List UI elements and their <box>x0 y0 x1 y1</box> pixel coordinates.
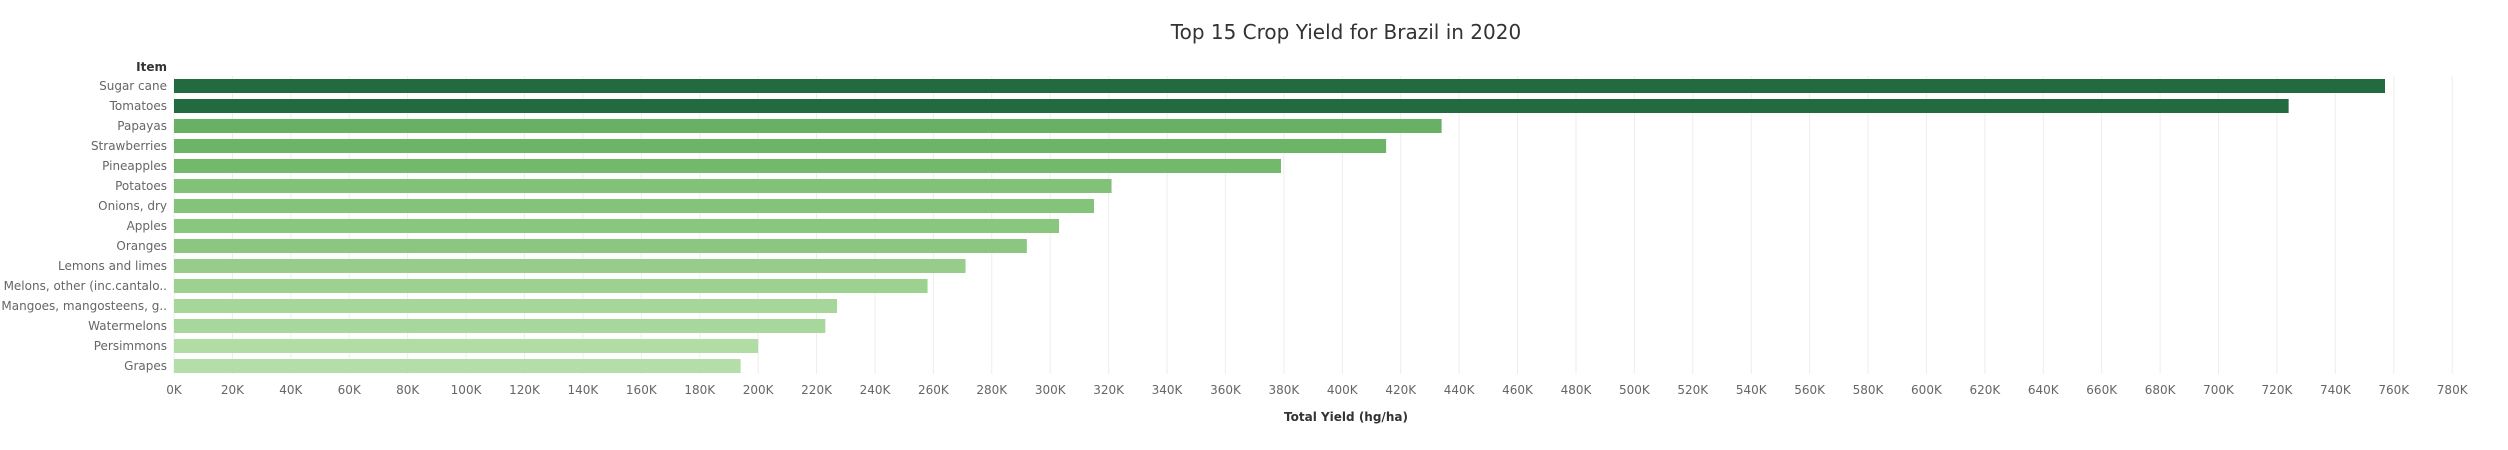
x-tick-label: 60K <box>338 383 362 397</box>
x-tick-label: 240K <box>860 383 892 397</box>
bars <box>174 79 2386 373</box>
category-label: Potatoes <box>115 179 167 193</box>
bar[interactable] <box>174 359 741 373</box>
x-tick-label: 660K <box>2086 383 2118 397</box>
x-tick-label: 760K <box>2378 383 2410 397</box>
x-tick-label: 620K <box>1969 383 2001 397</box>
x-tick-label: 180K <box>684 383 716 397</box>
bar[interactable] <box>174 339 759 353</box>
x-tick-label: 780K <box>2437 383 2469 397</box>
x-tick-label: 280K <box>976 383 1008 397</box>
category-label: Tomatoes <box>109 99 167 113</box>
bar[interactable] <box>174 99 2289 113</box>
x-tick-label: 600K <box>1911 383 1943 397</box>
x-tick-label: 220K <box>801 383 833 397</box>
bar[interactable] <box>174 279 928 293</box>
x-axis-ticks: 0K 20K 40K 60K 80K 100K 120K 140K 160K 180K 200K 22… <box>166 383 2468 397</box>
x-tick-label: 200K <box>743 383 775 397</box>
x-tick-label: 160K <box>626 383 658 397</box>
bar[interactable] <box>174 239 1027 253</box>
y-axis-header: Item <box>136 60 167 74</box>
x-tick-label: 300K <box>1035 383 1067 397</box>
x-tick-label: 460K <box>1502 383 1534 397</box>
x-tick-label: 80K <box>396 383 420 397</box>
x-tick-label: 640K <box>2028 383 2060 397</box>
bar[interactable] <box>174 159 1281 173</box>
category-label: Apples <box>127 219 167 233</box>
bar[interactable] <box>174 119 1442 133</box>
category-label: Pineapples <box>102 159 167 173</box>
category-label: Papayas <box>117 119 167 133</box>
x-tick-label: 700K <box>2203 383 2235 397</box>
bar[interactable] <box>174 139 1387 153</box>
category-label: Grapes <box>124 359 167 373</box>
x-tick-label: 420K <box>1385 383 1417 397</box>
category-label: Watermelons <box>88 319 167 333</box>
x-tick-label: 0K <box>166 383 183 397</box>
x-tick-label: 680K <box>2145 383 2177 397</box>
x-tick-label: 400K <box>1327 383 1359 397</box>
x-tick-label: 260K <box>918 383 950 397</box>
category-labels: Sugar cane Tomatoes Papayas Strawberries Pin… <box>1 79 167 373</box>
x-tick-label: 560K <box>1794 383 1826 397</box>
x-tick-label: 540K <box>1736 383 1768 397</box>
x-tick-label: 140K <box>568 383 600 397</box>
x-tick-label: 520K <box>1677 383 1709 397</box>
category-label: Sugar cane <box>99 79 167 93</box>
x-tick-label: 440K <box>1444 383 1476 397</box>
category-label: Lemons and limes <box>58 259 167 273</box>
bar[interactable] <box>174 319 826 333</box>
category-label: Oranges <box>116 239 167 253</box>
category-label: Onions, dry <box>98 199 167 213</box>
x-tick-label: 480K <box>1561 383 1593 397</box>
bar[interactable] <box>174 259 966 273</box>
x-tick-label: 340K <box>1152 383 1184 397</box>
category-label: Melons, other (inc.cantalo.. <box>4 279 167 293</box>
x-tick-label: 120K <box>509 383 541 397</box>
x-tick-label: 500K <box>1619 383 1651 397</box>
bar[interactable] <box>174 179 1112 193</box>
x-axis-title: Total Yield (hg/ha) <box>1284 410 1408 424</box>
x-tick-label: 100K <box>451 383 483 397</box>
category-label: Persimmons <box>94 339 167 353</box>
x-tick-label: 320K <box>1093 383 1125 397</box>
bar[interactable] <box>174 199 1095 213</box>
category-label: Mangoes, mangosteens, g.. <box>1 299 167 313</box>
bar[interactable] <box>174 299 838 313</box>
x-tick-label: 380K <box>1268 383 1300 397</box>
x-tick-label: 740K <box>2320 383 2352 397</box>
bar[interactable] <box>174 79 2386 93</box>
category-label: Strawberries <box>91 139 167 153</box>
x-tick-label: 20K <box>221 383 245 397</box>
chart-title: Top 15 Crop Yield for Brazil in 2020 <box>1170 20 1521 44</box>
x-tick-label: 40K <box>279 383 303 397</box>
x-tick-label: 720K <box>2262 383 2294 397</box>
x-tick-label: 360K <box>1210 383 1242 397</box>
x-tick-label: 580K <box>1853 383 1885 397</box>
bar[interactable] <box>174 219 1059 233</box>
